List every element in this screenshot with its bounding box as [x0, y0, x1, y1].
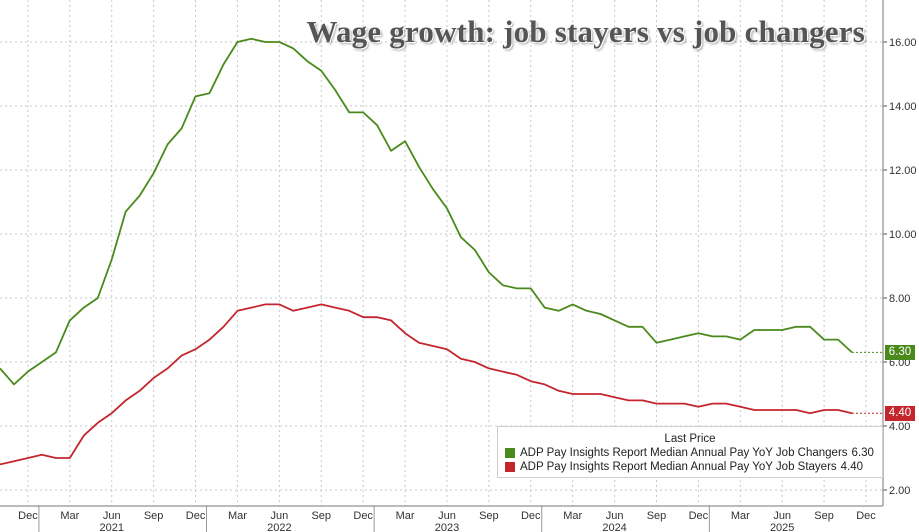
y-tick-label: 12.00: [889, 165, 917, 177]
series-lines: [0, 37, 883, 466]
legend-item-stayers: ADP Pay Insights Report Median Annual Pa…: [498, 460, 882, 474]
y-tick-label: 2.00: [889, 485, 910, 497]
x-tick-label: Sep: [479, 510, 499, 522]
series-line-stayers: [0, 303, 853, 466]
x-tick-label: Mar: [731, 510, 750, 522]
legend-item-changers: ADP Pay Insights Report Median Annual Pa…: [498, 446, 882, 460]
x-tick-label: Mar: [563, 510, 582, 522]
y-tick-label: 4.00: [889, 421, 910, 433]
last-value-tag-stayers: 4.40: [885, 405, 915, 421]
x-tick-label: Jun: [438, 510, 456, 522]
x-tick-label: Jun: [606, 510, 624, 522]
x-tick-label: Mar: [228, 510, 247, 522]
y-tick-label: 14.00: [889, 101, 917, 113]
x-tick-label: Sep: [144, 510, 164, 522]
x-tick-label: Dec: [521, 510, 541, 522]
x-tick-label: Jun: [270, 510, 288, 522]
x-tick-label: Mar: [60, 510, 79, 522]
gridlines: [0, 0, 883, 506]
x-tick-label: Jun: [103, 510, 121, 522]
x-tick-label: Mar: [396, 510, 415, 522]
year-label: 2021: [99, 522, 123, 532]
legend-label-stayers: ADP Pay Insights Report Median Annual Pa…: [520, 461, 837, 473]
x-tick-label: Dec: [18, 510, 38, 522]
x-tick-label: Sep: [311, 510, 331, 522]
legend-title: Last Price: [664, 433, 716, 445]
x-tick-label: Sep: [814, 510, 834, 522]
legend-label-changers: ADP Pay Insights Report Median Annual Pa…: [520, 447, 848, 459]
legend-value-changers: 6.30: [851, 447, 874, 459]
legend-swatch-stayers: [505, 462, 515, 472]
year-label: 2025: [770, 522, 794, 532]
year-label: 2024: [602, 522, 626, 532]
year-label: 2022: [267, 522, 291, 532]
x-tick-label: Sep: [647, 510, 667, 522]
y-tick-label: 6.00: [889, 357, 910, 369]
x-tick-label: Dec: [353, 510, 373, 522]
chart-title: Wage growth: job stayers vs job changers: [306, 14, 865, 49]
y-tick-label: 8.00: [889, 293, 910, 305]
x-tick-label: Dec: [856, 510, 876, 522]
year-label: 2023: [435, 522, 459, 532]
legend: Last Price ADP Pay Insights Report Media…: [497, 426, 883, 478]
x-tick-label: Dec: [186, 510, 206, 522]
legend-value-stayers: 4.40: [840, 461, 864, 473]
series-line-changers: [0, 37, 853, 386]
last-value-tag-changers: 6.30: [885, 344, 915, 360]
y-tick-label: 16.00: [889, 37, 917, 49]
legend-swatch-changers: [505, 448, 515, 458]
x-tick-label: Jun: [773, 510, 791, 522]
x-tick-label: Dec: [689, 510, 709, 522]
y-tick-label: 10.00: [889, 229, 917, 241]
